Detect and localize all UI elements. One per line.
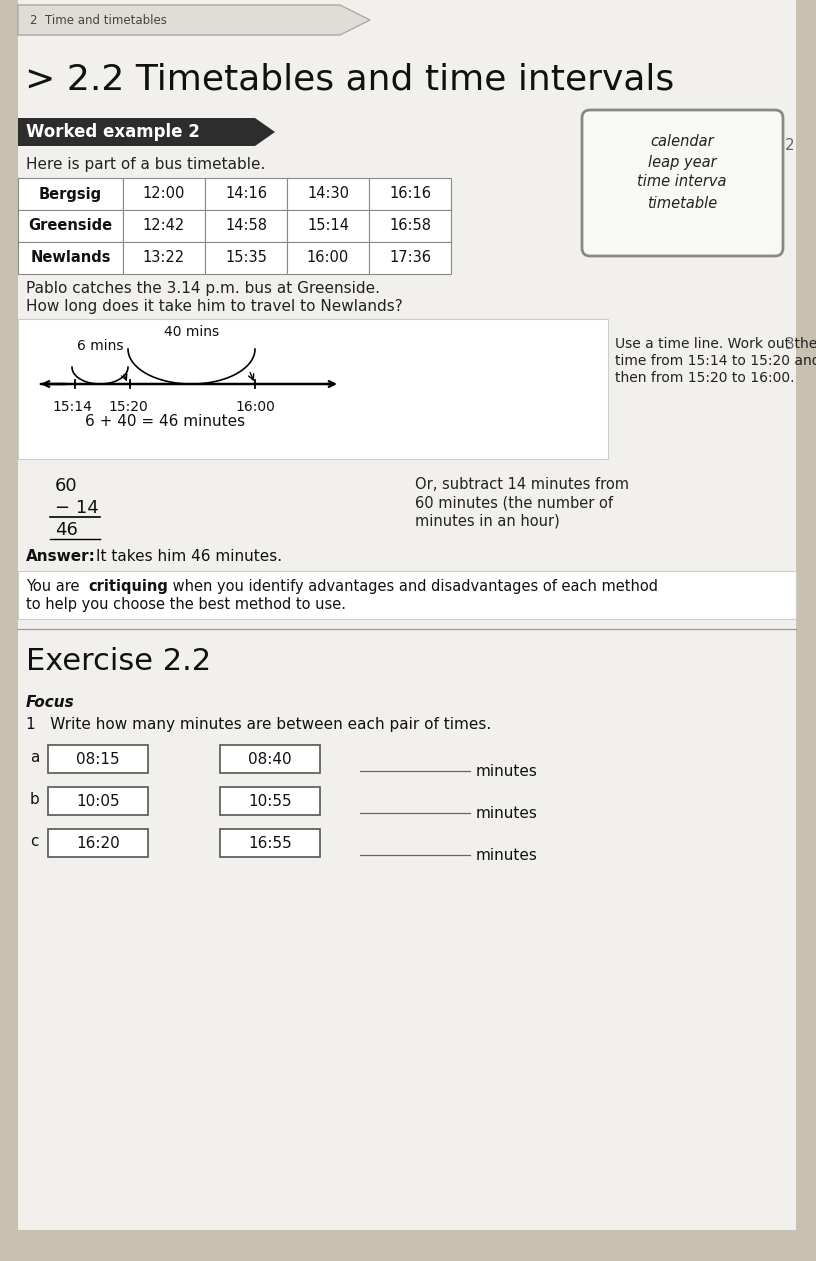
FancyBboxPatch shape [48, 828, 148, 857]
Text: Or, subtract 14 minutes from: Or, subtract 14 minutes from [415, 477, 629, 492]
Text: Pablo catches the 3.14 p.m. bus at Greenside.: Pablo catches the 3.14 p.m. bus at Green… [26, 280, 380, 295]
Text: to help you choose the best method to use.: to help you choose the best method to us… [26, 596, 346, 612]
Text: then from 15:20 to 16:00.: then from 15:20 to 16:00. [615, 371, 795, 385]
Bar [18, 211, 123, 242]
FancyBboxPatch shape [582, 110, 783, 256]
Bar [205, 178, 287, 211]
Text: 15:14: 15:14 [52, 400, 92, 414]
Text: 16:00: 16:00 [307, 251, 349, 266]
Text: 14:16: 14:16 [225, 187, 267, 202]
Text: minutes: minutes [476, 847, 538, 863]
Polygon shape [18, 5, 370, 35]
Bar [123, 211, 205, 242]
Text: a: a [30, 750, 39, 765]
Bar [287, 211, 369, 242]
Text: time from 15:14 to 15:20 and: time from 15:14 to 15:20 and [615, 354, 816, 368]
Bar [18, 571, 796, 619]
Bar [369, 211, 451, 242]
FancyBboxPatch shape [220, 745, 320, 773]
Bar [18, 319, 608, 459]
Text: 16:00: 16:00 [235, 400, 275, 414]
Text: minutes: minutes [476, 806, 538, 821]
Text: 10:55: 10:55 [248, 793, 292, 808]
Text: b: b [30, 792, 40, 807]
Text: 3: 3 [785, 337, 795, 352]
Text: 40 mins: 40 mins [165, 325, 220, 339]
Text: 60: 60 [55, 477, 78, 496]
Text: 6 + 40 = 46 minutes: 6 + 40 = 46 minutes [85, 415, 245, 430]
FancyBboxPatch shape [220, 828, 320, 857]
Text: when you identify advantages and disadvantages of each method: when you identify advantages and disadva… [168, 579, 658, 594]
Text: 46: 46 [55, 521, 78, 538]
Text: 14:30: 14:30 [307, 187, 349, 202]
Text: 16:16: 16:16 [389, 187, 431, 202]
Text: minutes: minutes [476, 763, 538, 778]
Bar [123, 242, 205, 274]
Text: Use a time line. Work out the: Use a time line. Work out the [615, 337, 816, 351]
FancyBboxPatch shape [48, 745, 148, 773]
Text: 12:00: 12:00 [143, 187, 185, 202]
FancyBboxPatch shape [18, 0, 796, 1229]
Text: It takes him 46 minutes.: It takes him 46 minutes. [96, 549, 282, 564]
Text: Answer:: Answer: [26, 549, 95, 564]
Text: timetable: timetable [647, 197, 717, 212]
Text: Worked example 2: Worked example 2 [26, 124, 200, 141]
Text: 13:22: 13:22 [143, 251, 185, 266]
Text: 16:58: 16:58 [389, 218, 431, 233]
Text: 16:20: 16:20 [76, 836, 120, 850]
Text: 16:55: 16:55 [248, 836, 292, 850]
Text: 15:20: 15:20 [109, 400, 148, 414]
Text: 15:14: 15:14 [307, 218, 349, 233]
Bar [123, 178, 205, 211]
Polygon shape [18, 119, 275, 146]
Text: Focus: Focus [26, 695, 75, 710]
Text: Newlands: Newlands [30, 251, 111, 266]
Bar [287, 242, 369, 274]
Text: > 2.2 Timetables and time intervals: > 2.2 Timetables and time intervals [25, 63, 674, 97]
Bar [18, 242, 123, 274]
Text: 15:35: 15:35 [225, 251, 267, 266]
Text: c: c [30, 835, 38, 850]
Text: 10:05: 10:05 [76, 793, 120, 808]
Text: Here is part of a bus timetable.: Here is part of a bus timetable. [26, 158, 265, 173]
Text: 08:40: 08:40 [248, 752, 292, 767]
Bar [18, 178, 123, 211]
Text: 12:42: 12:42 [143, 218, 185, 233]
Bar [205, 242, 287, 274]
Bar [205, 211, 287, 242]
Text: 2  Time and timetables: 2 Time and timetables [30, 14, 167, 26]
Text: 2: 2 [785, 137, 795, 153]
Text: Exercise 2.2: Exercise 2.2 [26, 647, 211, 676]
Text: Greenside: Greenside [29, 218, 113, 233]
Bar [287, 178, 369, 211]
Text: minutes in an hour): minutes in an hour) [415, 513, 560, 528]
Text: critiquing: critiquing [88, 579, 168, 594]
FancyBboxPatch shape [48, 787, 148, 815]
Text: leap year: leap year [648, 155, 716, 169]
Text: 14:58: 14:58 [225, 218, 267, 233]
Text: You are: You are [26, 579, 84, 594]
Text: 60 minutes (the number of: 60 minutes (the number of [415, 496, 613, 509]
Bar [369, 242, 451, 274]
Text: How long does it take him to travel to Newlands?: How long does it take him to travel to N… [26, 299, 403, 314]
Text: time interva: time interva [637, 174, 727, 189]
Text: 1   Write how many minutes are between each pair of times.: 1 Write how many minutes are between eac… [26, 718, 491, 731]
Text: calendar: calendar [650, 135, 714, 150]
Bar [369, 178, 451, 211]
Text: 17:36: 17:36 [389, 251, 431, 266]
Text: 08:15: 08:15 [76, 752, 120, 767]
Text: − 14: − 14 [55, 499, 99, 517]
FancyBboxPatch shape [220, 787, 320, 815]
Text: 6 mins: 6 mins [77, 339, 123, 353]
Text: Bergsig: Bergsig [39, 187, 102, 202]
